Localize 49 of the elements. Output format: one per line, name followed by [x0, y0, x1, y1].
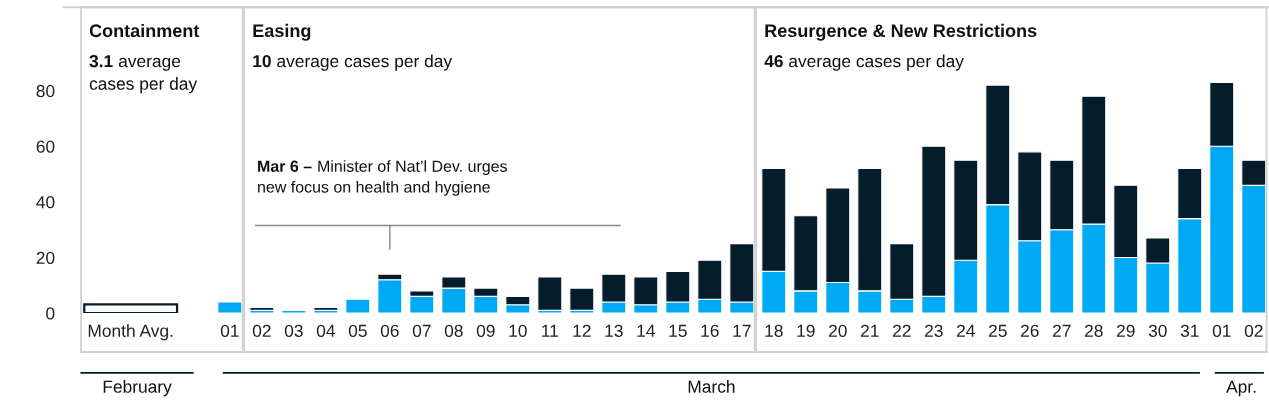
text: March — [688, 380, 735, 393]
annotation: 10 average cases per day — [253, 54, 453, 71]
x-tick-label: 04 — [316, 324, 335, 337]
x-tick-label: 14 — [637, 324, 655, 337]
x-tick-label: 05 — [348, 324, 367, 337]
text: Apr. — [1226, 380, 1256, 397]
annotation: 46 average cases per day — [764, 54, 964, 71]
x-tick-label: 22 — [893, 324, 911, 337]
x-tick-label: 09 — [476, 324, 495, 337]
y-tick-label: 40 — [36, 196, 55, 209]
annotation: Containment — [89, 23, 200, 38]
text: February — [103, 380, 172, 397]
x-tick-label: 29 — [1116, 324, 1135, 337]
x-tick-label: 17 — [733, 324, 751, 337]
annotation: 3.1 average cases per day — [89, 54, 198, 94]
x-tick-label: 16 — [701, 324, 719, 337]
x-tick-label: Month Avg. — [88, 324, 173, 341]
x-tick-label: 15 — [669, 324, 687, 337]
x-tick-label: 28 — [1084, 324, 1103, 337]
x-tick-label: 18 — [765, 324, 783, 337]
x-tick-label: 07 — [412, 324, 431, 337]
x-tick-label: 02 — [252, 324, 271, 337]
y-tick-label: 0 — [46, 307, 55, 320]
y-tick-label: 60 — [36, 140, 55, 153]
x-tick-label: 24 — [957, 324, 975, 337]
x-tick-label: 01 — [1212, 324, 1231, 337]
x-tick-label: 10 — [509, 324, 527, 337]
x-tick-label: 13 — [605, 324, 623, 337]
x-tick-label: 06 — [380, 324, 399, 337]
y-tick-label: 80 — [36, 84, 55, 98]
x-tick-label: 03 — [284, 324, 303, 337]
x-tick-label: 02 — [1244, 324, 1263, 337]
annotation: Mar 6 – Minister of Nat’l Dev. urges new focus on health and hygiene — [258, 160, 507, 196]
x-tick-label: 23 — [925, 324, 943, 337]
x-tick-label: 25 — [989, 324, 1007, 337]
x-tick-label: 31 — [1180, 324, 1199, 337]
annotation: Easing — [253, 23, 311, 41]
x-tick-label: 19 — [797, 324, 815, 337]
x-tick-label: 27 — [1053, 324, 1071, 337]
annotation: Resurgence & New Restrictions — [765, 23, 1037, 41]
x-tick-label: 21 — [861, 324, 879, 337]
x-tick-label: 30 — [1148, 324, 1167, 337]
x-tick-label: 26 — [1021, 324, 1039, 337]
x-tick-label: 12 — [573, 324, 591, 337]
x-tick-label: 01 — [220, 324, 239, 337]
x-tick-label: 20 — [829, 324, 847, 337]
x-tick-label: 11 — [542, 324, 558, 337]
x-tick-label: 08 — [444, 324, 463, 337]
y-tick-label: 20 — [36, 251, 55, 264]
